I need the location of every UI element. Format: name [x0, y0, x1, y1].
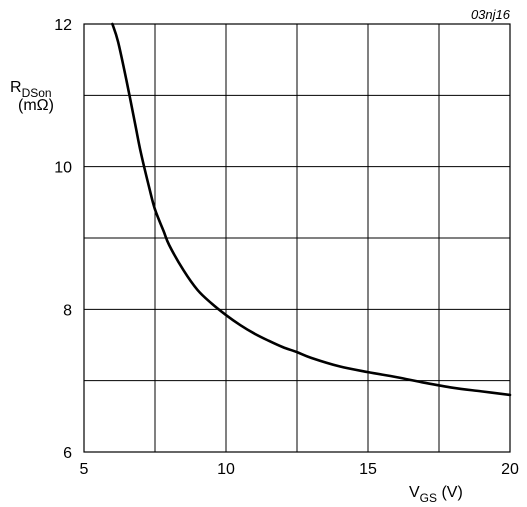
x-axis-label: VGS (V): [409, 484, 463, 505]
y-tick-label: 6: [63, 445, 72, 462]
y-tick-labels: 6 8 10 12: [54, 17, 72, 462]
figure-id: 03nj16: [471, 7, 511, 22]
y-tick-label: 12: [54, 17, 72, 34]
x-axis-label-sub: GS: [420, 491, 437, 505]
x-axis-label-unit: (V): [437, 484, 463, 501]
y-axis-label-sub: DSon: [22, 86, 52, 100]
grid: [84, 24, 510, 452]
y-axis-unit: (mΩ): [18, 97, 54, 114]
y-tick-label: 10: [54, 160, 72, 177]
x-tick-label: 5: [80, 461, 89, 478]
y-axis-label: RDSon: [10, 79, 52, 100]
x-tick-label: 15: [359, 461, 377, 478]
series-line: [111, 22, 512, 397]
y-axis-label-main: R: [10, 79, 22, 96]
plot-frame: [83, 23, 511, 453]
x-axis-label-main: V: [409, 484, 420, 501]
y-tick-label: 8: [63, 302, 72, 319]
x-tick-label: 20: [501, 461, 519, 478]
x-tick-labels: 5 10 15 20: [80, 461, 519, 478]
x-tick-label: 10: [217, 461, 235, 478]
